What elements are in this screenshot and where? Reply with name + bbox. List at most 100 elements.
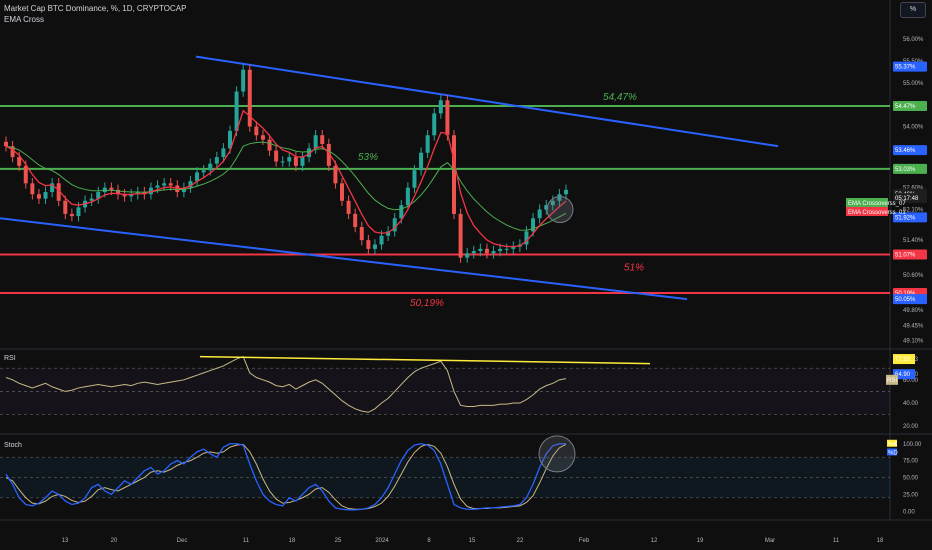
- time-axis-tick: 18: [877, 538, 884, 544]
- candle-body: [425, 135, 430, 153]
- level-label: 53%: [358, 152, 378, 163]
- level-label: 51%: [624, 263, 644, 274]
- candle-body: [320, 135, 325, 144]
- candle-body: [531, 218, 536, 232]
- price-tag-text: 05:17:48: [895, 196, 919, 202]
- candle-body: [491, 251, 496, 254]
- candle-body: [405, 187, 410, 206]
- candle-body: [109, 187, 114, 190]
- candle-body: [96, 192, 101, 199]
- percent-scale-button[interactable]: %: [900, 2, 926, 18]
- candle-body: [544, 205, 549, 210]
- candle-body: [188, 181, 193, 188]
- candle-body: [254, 126, 259, 136]
- time-axis-tick: 25: [335, 538, 342, 544]
- price-tag-text: 51.07%: [895, 253, 916, 259]
- time-axis-tick: 11: [243, 538, 250, 544]
- price-axis-tick: 55.00%: [903, 81, 924, 87]
- candle-body: [148, 187, 153, 195]
- candle-body: [10, 146, 15, 158]
- price-axis-tick: 51.40%: [903, 238, 924, 244]
- candle-body: [386, 231, 391, 236]
- candle-body: [419, 152, 424, 171]
- rsi-badge-text: RSI: [887, 378, 897, 384]
- candle-body: [155, 185, 160, 188]
- ema-legend-text: EMA Crossoverss_07: [848, 201, 906, 207]
- rsi-badge-text: 64.90: [895, 372, 911, 378]
- candle-body: [293, 157, 298, 166]
- candle-body: [300, 157, 305, 166]
- price-tag: [893, 193, 927, 204]
- candle-body: [221, 148, 226, 158]
- candle-body: [504, 248, 509, 250]
- time-axis-tick: 8: [427, 538, 431, 544]
- rsi-line: [5, 356, 567, 413]
- time-axis-tick: 2024: [375, 538, 389, 544]
- candle-body: [247, 69, 252, 127]
- candle-body: [201, 170, 206, 173]
- channel-upper-line: [195, 55, 779, 148]
- ema-slow-line: [5, 141, 567, 231]
- candle-body: [313, 135, 318, 149]
- candle-body: [412, 170, 417, 188]
- price-tag-text: 55.37%: [895, 65, 916, 71]
- candle-body: [208, 163, 213, 171]
- candle-body: [524, 231, 529, 245]
- time-axis-tick: 12: [651, 538, 658, 544]
- candle-body: [366, 240, 371, 249]
- candle-body: [17, 157, 22, 166]
- candle-body: [162, 183, 167, 186]
- time-axis-tick: 11: [833, 538, 840, 544]
- time-axis-tick: 19: [697, 538, 704, 544]
- candle-body: [498, 248, 503, 252]
- candle-body: [557, 194, 562, 201]
- level-label: 54,47%: [603, 92, 637, 103]
- rsi-axis-tick: 20.00: [903, 424, 919, 430]
- rsi-badge: [886, 374, 898, 385]
- candle-body: [142, 192, 147, 195]
- candle-body: [511, 246, 516, 249]
- candle-body: [241, 69, 246, 92]
- candle-body: [76, 207, 81, 217]
- candle-body: [372, 244, 377, 249]
- candle-body: [56, 183, 61, 201]
- stoch-axis-tick: 25.00: [903, 492, 919, 498]
- candle-body: [465, 253, 470, 258]
- price-axis-tick: 49.45%: [903, 323, 924, 329]
- candle-body: [214, 157, 219, 164]
- candle-body: [116, 189, 120, 195]
- stoch-pane-title: Stoch: [4, 442, 22, 449]
- candle-body: [228, 130, 232, 149]
- stoch-axis-tick: 0.00: [903, 509, 915, 515]
- candle-body: [564, 189, 568, 195]
- price-axis-tick: 50.60%: [903, 273, 924, 279]
- time-axis-tick: 15: [469, 538, 476, 544]
- candle-body: [392, 218, 397, 232]
- candle-body: [333, 165, 338, 184]
- price-axis-tick: 49.10%: [903, 339, 924, 345]
- candle-body: [537, 209, 542, 219]
- candle-body: [195, 172, 200, 182]
- stoch-badge-text: %K: [888, 442, 897, 448]
- candle-body: [69, 213, 74, 217]
- candle-body: [445, 100, 450, 136]
- indicator-title[interactable]: EMA Cross: [4, 15, 45, 24]
- price-tag: [893, 61, 927, 72]
- price-axis-tick: 52.10%: [903, 208, 924, 214]
- candle-body: [458, 213, 463, 258]
- time-axis-tick: Mar: [765, 538, 775, 544]
- highlight-circle: [546, 196, 574, 224]
- candle-body: [432, 113, 437, 136]
- candle-body: [280, 161, 285, 163]
- ema-legend-text: EMA Crossoverss_01: [848, 210, 906, 216]
- candle-body: [359, 227, 364, 241]
- level-label: 50,19%: [410, 298, 444, 309]
- time-axis-tick: Feb: [579, 538, 590, 544]
- candle-body: [63, 200, 68, 214]
- price-tag-text: 53.46%: [895, 148, 916, 154]
- rsi-badge: [893, 369, 915, 380]
- stoch-axis-tick: 75.00: [903, 459, 919, 465]
- candle-body: [43, 192, 48, 199]
- ema-fast-line: [5, 109, 567, 248]
